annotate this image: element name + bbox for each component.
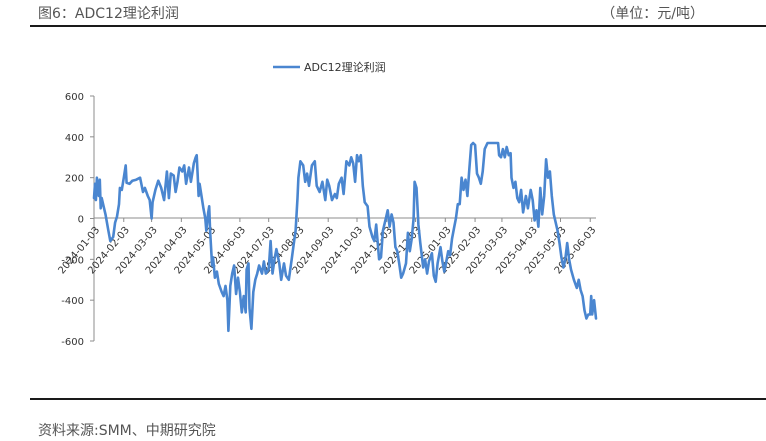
y-axis: -600 -400 -200 0 200 400 600 <box>61 92 95 348</box>
unit-label: （单位：元/吨） <box>601 6 704 22</box>
y-tick-label: 0 <box>78 215 84 226</box>
legend: ADC12理论利润 <box>273 60 386 74</box>
y-tick-label: -400 <box>61 296 84 307</box>
y-tick-label: -600 <box>61 337 84 348</box>
legend-label: ADC12理论利润 <box>304 60 386 74</box>
top-rule <box>30 25 766 27</box>
series-layer <box>92 141 598 333</box>
source-note: 资料来源:SMM、中期研究院 <box>38 423 216 439</box>
y-tick-label: 400 <box>65 133 84 144</box>
x-axis: 2024-01-032024-02-032024-03-032024-04-03… <box>57 217 599 276</box>
y-tick-label: -200 <box>61 255 84 266</box>
bottom-rule <box>30 398 766 400</box>
y-tick-label: 600 <box>65 92 84 103</box>
figure-title: 图6：ADC12理论利润 <box>38 6 179 22</box>
y-tick-label: 200 <box>65 174 84 185</box>
series-line <box>92 141 598 333</box>
figure-header: 图6：ADC12理论利润 （单位：元/吨） <box>0 0 766 24</box>
